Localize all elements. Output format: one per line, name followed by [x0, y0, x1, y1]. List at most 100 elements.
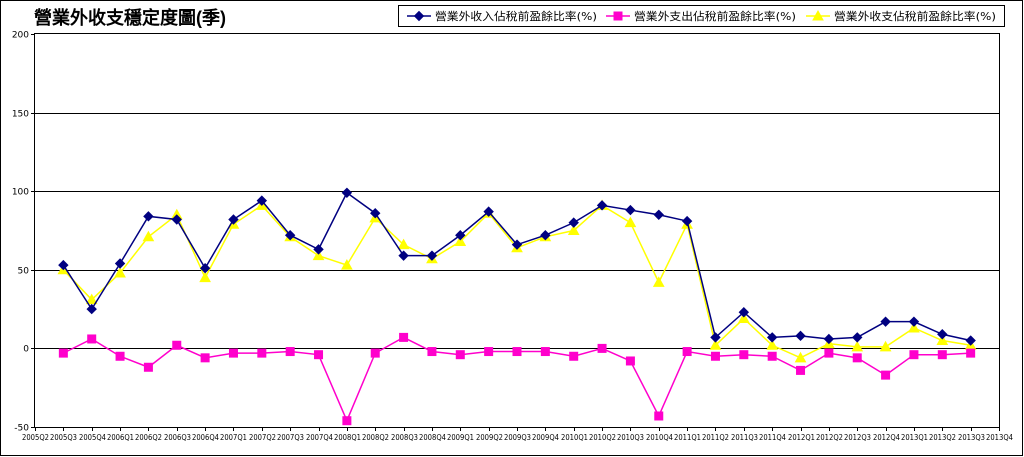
data-point-square [613, 11, 623, 21]
y-tick-label: 150 [12, 110, 29, 120]
y-tick-label: 0 [23, 345, 29, 355]
series-3 [57, 199, 977, 363]
data-point-diamond [511, 239, 523, 250]
x-tick-label: 2009Q3 [504, 433, 531, 442]
data-point-triangle [737, 312, 750, 324]
x-tick-label: 2005Q4 [79, 433, 106, 442]
x-axis-ticks: 2005Q2 2005Q3 2005Q4 2006Q1 2006Q2 2006Q3 2006… [22, 427, 1013, 442]
data-point-square [540, 347, 550, 357]
x-tick-label: 2008Q1 [334, 433, 361, 442]
data-point-diamond [58, 259, 69, 271]
data-point-triangle [709, 339, 722, 350]
data-point-diamond [413, 10, 425, 22]
data-point-square [710, 351, 720, 361]
data-point-square [597, 343, 607, 353]
x-tick-label: 2007Q3 [277, 433, 304, 442]
data-point-diamond [143, 211, 154, 222]
data-point-triangle [766, 339, 779, 350]
legend-entry: 營業外收入佔稅前盈餘比率(%) [407, 9, 597, 23]
x-tick-label: 2013Q2 [929, 433, 956, 442]
x-tick-label: 2005Q3 [50, 433, 77, 442]
x-tick-label: 2009Q4 [532, 433, 559, 442]
data-point-triangle [652, 276, 665, 287]
data-point-triangle [794, 351, 807, 363]
data-point-square [625, 356, 635, 366]
data-point-square [200, 353, 210, 363]
x-tick-label: 2006Q3 [164, 433, 191, 442]
data-point-square [172, 340, 182, 350]
data-point-diamond [795, 330, 806, 342]
data-point-square [654, 411, 664, 421]
data-point-diamond [171, 214, 182, 225]
legend-label: 營業外收入佔稅前盈餘比率(%) [435, 9, 597, 23]
data-point-square [881, 370, 891, 380]
data-point-triangle [199, 271, 211, 283]
data-point-triangle [454, 235, 467, 247]
data-point-diamond [738, 307, 750, 318]
x-tick-label: 2010Q4 [646, 433, 673, 442]
legend-box [398, 5, 1005, 27]
legend-entry: 營業外收支佔稅前盈餘比率(%) [806, 9, 996, 23]
data-point-diamond [256, 195, 268, 206]
data-point-square [569, 351, 579, 361]
data-point-triangle [312, 249, 325, 261]
data-point-diamond [455, 230, 466, 241]
data-point-triangle [879, 340, 892, 352]
data-point-diamond [228, 214, 239, 225]
data-point-diamond [965, 335, 976, 346]
data-point-square [682, 347, 692, 357]
data-point-diamond [625, 204, 636, 216]
series-2 [58, 332, 976, 426]
data-point-triangle [851, 340, 864, 352]
data-point-diamond [596, 200, 608, 211]
x-tick-label: 2006Q4 [192, 433, 219, 442]
data-point-diamond [540, 230, 551, 241]
legend: 營業外收入佔稅前盈餘比率(%) 營業外支出佔稅前盈餘比率(%) 營業外收支佔稅前盈餘… [398, 5, 1005, 27]
data-point-triangle [341, 259, 353, 270]
series-1 [58, 187, 976, 346]
data-point-diamond [908, 316, 920, 327]
x-tick-label: 2012Q4 [873, 433, 900, 442]
x-tick-label: 2006Q2 [135, 433, 162, 442]
x-tick-label: 2005Q2 [22, 433, 49, 442]
x-tick-label: 2013Q1 [901, 433, 928, 442]
data-point-diamond [710, 332, 721, 343]
data-point-square [852, 353, 862, 363]
data-point-diamond [880, 316, 891, 327]
y-tick-label: 50 [18, 267, 30, 277]
data-point-diamond [823, 333, 835, 345]
x-tick-label: 2008Q4 [419, 433, 446, 442]
data-point-square [314, 350, 324, 360]
data-point-square [739, 350, 749, 360]
data-point-diamond [426, 250, 438, 261]
data-point-square [937, 350, 947, 360]
data-point-square [767, 351, 777, 361]
x-tick-label: 2013Q4 [986, 433, 1013, 442]
data-point-diamond [284, 230, 296, 241]
x-tick-label: 2011Q3 [731, 433, 758, 442]
data-point-square [228, 348, 238, 358]
data-point-triangle [908, 321, 920, 333]
x-tick-label: 2010Q2 [589, 433, 616, 442]
y-tick-label: 200 [12, 31, 29, 41]
data-point-diamond [681, 215, 693, 227]
data-point-diamond [86, 303, 97, 315]
x-tick-label: 2011Q4 [759, 433, 786, 442]
data-point-diamond [199, 263, 211, 274]
data-point-diamond [341, 187, 353, 198]
x-tick-label: 2008Q2 [362, 433, 389, 442]
data-point-diamond [568, 217, 579, 228]
data-point-diamond [114, 258, 126, 269]
data-point-diamond [852, 332, 863, 343]
data-point-square [399, 332, 409, 342]
plot-border [34, 33, 1000, 428]
data-point-square [909, 350, 919, 360]
data-point-square [58, 348, 68, 358]
data-point-triangle [812, 9, 824, 21]
x-tick-label: 2010Q1 [561, 433, 588, 442]
x-tick-label: 2007Q2 [249, 433, 276, 442]
data-point-square [512, 347, 522, 357]
x-tick-label: 2012Q2 [816, 433, 843, 442]
